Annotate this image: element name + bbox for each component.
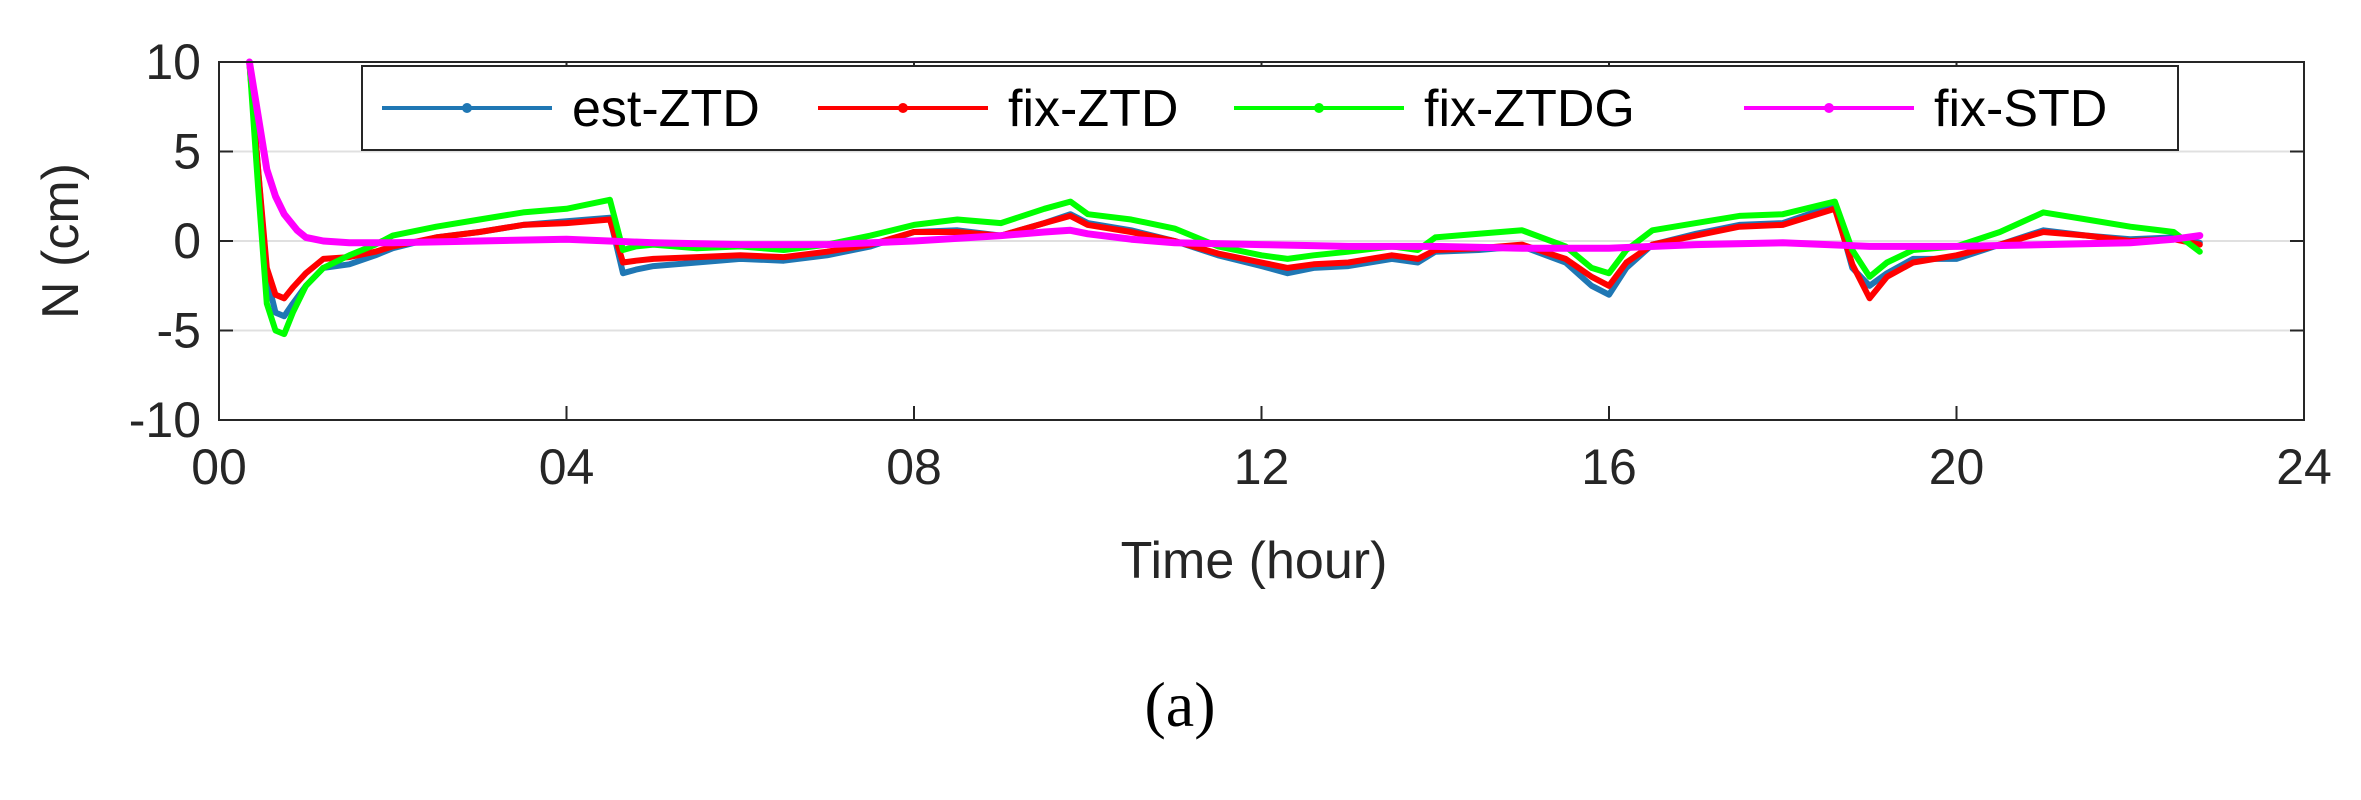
axes: 00 04 08 12 16 20 24 -10 -5 0 5 10	[129, 34, 2332, 495]
series-line-fix-ztdg	[246, 59, 2203, 338]
legend-items: est-ZTD fix-ZTD fix-ZTDG fix-STD	[382, 80, 2107, 138]
x-tick-label: 12	[1234, 439, 1290, 495]
y-tick-label: 10	[145, 34, 201, 90]
x-tick-label: 08	[886, 439, 942, 495]
series-lines	[245, 58, 2204, 338]
x-tick-label: 00	[191, 439, 247, 495]
y-tick-label: -5	[157, 303, 201, 359]
legend: est-ZTD fix-ZTD fix-ZTDG fix-STD	[361, 65, 2179, 151]
panel-label: (a)	[1144, 669, 1215, 740]
legend-item-fix-std: fix-STD	[1744, 80, 2107, 138]
y-tick-label: 5	[173, 124, 201, 180]
legend-swatch-marker	[1314, 103, 1324, 113]
legend-swatch-marker	[898, 103, 908, 113]
y-tick-label: 0	[173, 213, 201, 269]
x-axis-label: Time (hour)	[1121, 532, 1388, 590]
legend-swatch-marker	[462, 103, 472, 113]
legend-label: fix-ZTD	[1008, 80, 1178, 138]
legend-label: fix-ZTDG	[1424, 80, 1635, 138]
x-tick-label: 04	[539, 439, 595, 495]
legend-label: fix-STD	[1934, 80, 2107, 138]
legend-item-est-ztd: est-ZTD	[382, 80, 760, 138]
legend-item-fix-ztdg: fix-ZTDG	[1234, 80, 1635, 138]
series-line-fix-std	[245, 58, 2204, 252]
y-axis-label: N (cm)	[32, 163, 90, 319]
y-tick-label: -10	[129, 392, 201, 448]
x-tick-label: 20	[1929, 439, 1985, 495]
x-tick-label: 16	[1581, 439, 1637, 495]
legend-label: est-ZTD	[572, 80, 760, 138]
legend-swatch-marker	[1824, 103, 1834, 113]
legend-item-fix-ztd: fix-ZTD	[818, 80, 1178, 138]
x-tick-label: 24	[2276, 439, 2332, 495]
